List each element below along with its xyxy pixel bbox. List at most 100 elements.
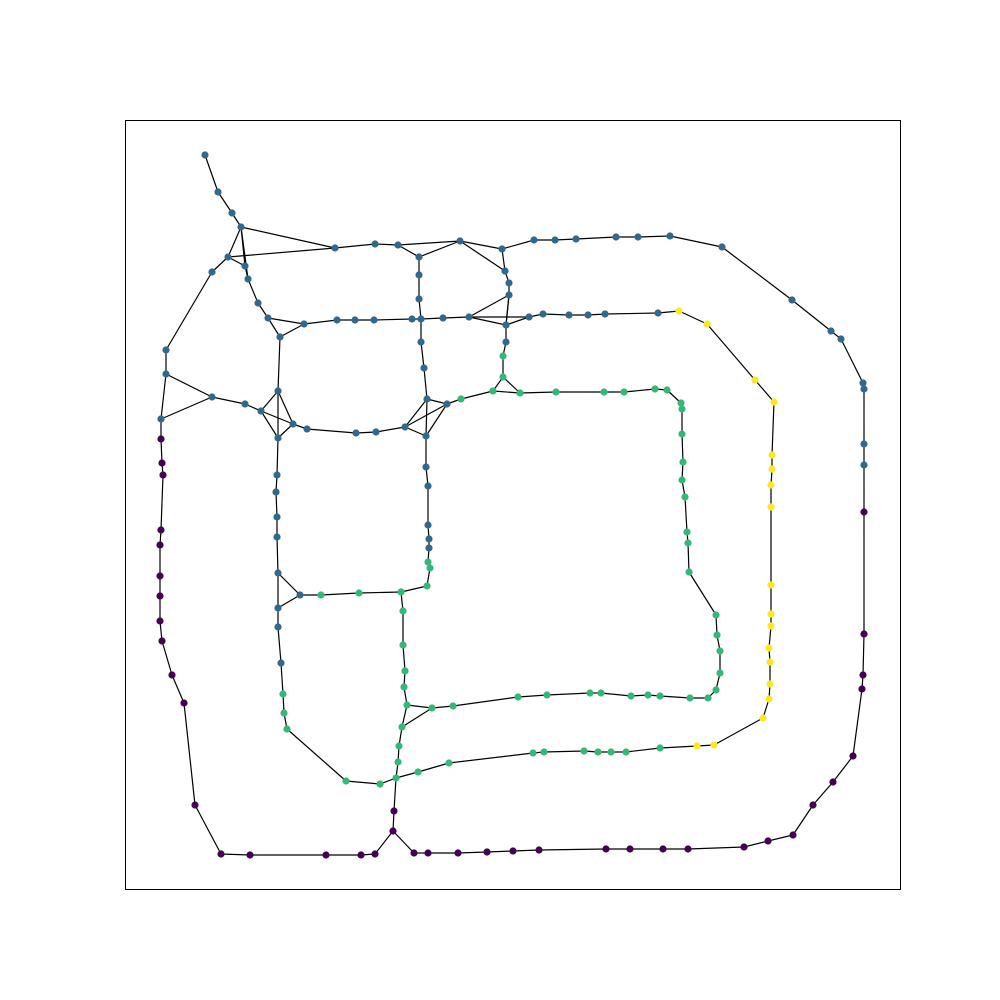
graph-node [357, 851, 365, 859]
graph-node [584, 311, 592, 319]
graph-edge [502, 376, 521, 394]
graph-node [400, 683, 408, 691]
graph-node [860, 508, 868, 516]
graph-edge [840, 338, 864, 384]
graph-node [272, 488, 280, 496]
graph-node [551, 236, 559, 244]
graph-edge [546, 692, 591, 696]
graph-edge [211, 396, 246, 405]
graph-edge [721, 246, 793, 301]
graph-node [273, 533, 281, 541]
graph-node [237, 223, 245, 231]
graph-node [678, 476, 686, 484]
graph-node [342, 777, 350, 785]
graph-node [397, 588, 405, 596]
graph-node [712, 611, 720, 619]
graph-node [710, 741, 718, 749]
graph-edge [768, 625, 772, 649]
graph-node [767, 622, 775, 630]
graph-edge [425, 403, 448, 437]
graph-node [768, 465, 776, 473]
graph-edge [862, 633, 865, 676]
graph-edge [519, 391, 557, 394]
graph-edge [420, 341, 425, 369]
graph-node [390, 807, 398, 815]
graph-edge [442, 316, 470, 319]
graph-edge [468, 294, 510, 318]
graph-edge [395, 771, 419, 779]
graph-node [502, 338, 510, 346]
graph-edge [743, 840, 769, 848]
graph-edge [160, 438, 163, 464]
graph-node [704, 694, 712, 702]
graph-edge [303, 319, 338, 325]
graph-edge [575, 236, 617, 240]
graph-node [428, 704, 436, 712]
graph-edge [468, 316, 507, 326]
graph-node [274, 569, 282, 577]
graph-node [394, 758, 402, 766]
graph-node [859, 671, 867, 679]
graph-node [454, 849, 462, 857]
graph-edge [393, 777, 397, 812]
graph-node [422, 432, 430, 440]
graph-node [422, 463, 430, 471]
graph-node [351, 316, 359, 324]
graph-node [162, 346, 170, 354]
graph-edge [277, 390, 294, 425]
graph-node [156, 541, 164, 549]
graph-edge [401, 704, 408, 728]
graph-node [849, 752, 857, 760]
graph-node [860, 440, 868, 448]
graph-edge [512, 849, 540, 852]
graph-edge [392, 830, 415, 854]
graph-node [395, 742, 403, 750]
graph-node [607, 748, 615, 756]
graph-edge [334, 243, 376, 249]
graph-node [529, 749, 537, 757]
graph-edge [277, 626, 282, 664]
graph-node [540, 748, 548, 756]
graph-node [276, 333, 284, 341]
graph-node [788, 296, 796, 304]
graph-edge [623, 388, 656, 393]
graph-node [157, 435, 165, 443]
graph-node [678, 405, 686, 413]
graph-node [423, 395, 431, 403]
graph-edge [183, 702, 196, 806]
graph-node [602, 845, 610, 853]
graph-edge [260, 390, 279, 412]
graph-edge [425, 398, 428, 437]
graph-edge [204, 154, 219, 193]
graph-node [457, 395, 465, 403]
graph-edge [404, 398, 428, 428]
graph-edge [659, 745, 698, 749]
graph-node [162, 370, 170, 378]
graph-node [677, 399, 685, 407]
graph-node [414, 768, 422, 776]
graph-edge [505, 294, 510, 326]
graph-node [424, 521, 432, 529]
graph-node [417, 338, 425, 346]
graph-node [246, 851, 254, 859]
graph-node [244, 275, 252, 283]
graph-node [217, 850, 225, 858]
graph-edge [625, 747, 661, 753]
graph-node [516, 389, 524, 397]
graph-edge [280, 662, 284, 695]
graph-node [644, 691, 652, 699]
graph-edge [374, 243, 399, 246]
graph-node [656, 744, 664, 752]
graph-node [718, 243, 726, 251]
graph-node [370, 316, 378, 324]
graph-node [770, 398, 778, 406]
graph-node [392, 774, 400, 782]
graph-edge [160, 373, 167, 420]
graph-node [654, 309, 662, 317]
graph-node [716, 647, 724, 655]
graph-node [789, 831, 797, 839]
graph-edge [345, 780, 381, 785]
graph-edge [171, 674, 185, 704]
